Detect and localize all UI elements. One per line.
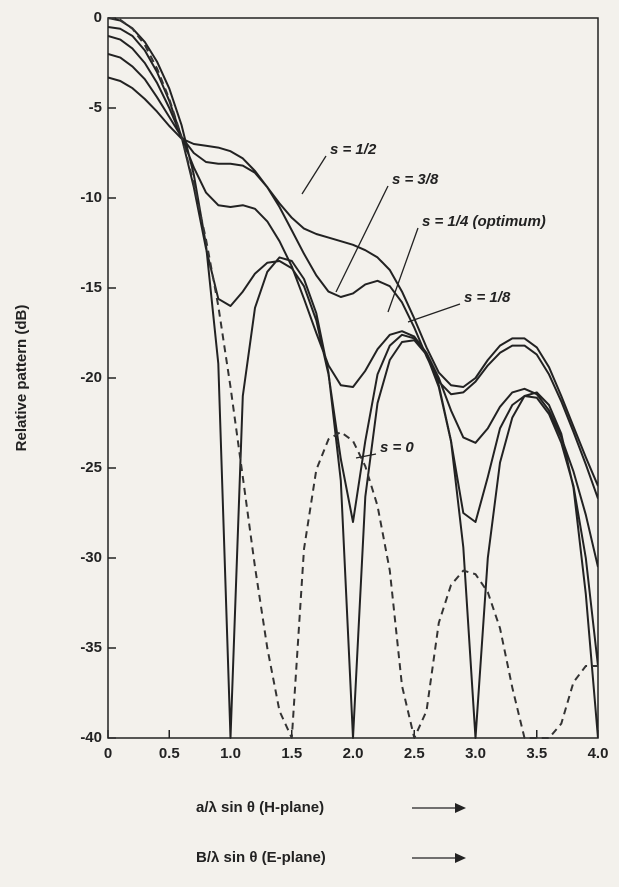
x-tick-label: 0 — [104, 745, 112, 762]
y-tick-label: -40 — [80, 729, 102, 746]
series-label: s = 1/8 — [464, 289, 511, 306]
y-axis-label: Relative pattern (dB) — [13, 305, 30, 452]
x-axis-label: B/λ sin θ (E-plane) — [196, 849, 326, 866]
series-line — [108, 17, 598, 739]
y-tick-label: -30 — [80, 549, 102, 566]
series-label: s = 0 — [380, 439, 414, 456]
series-line — [108, 76, 598, 487]
y-tick-label: -25 — [80, 459, 102, 476]
series-line — [108, 53, 598, 499]
arrows — [412, 803, 466, 863]
y-tick-label: -10 — [80, 189, 102, 206]
x-tick-label: 4.0 — [588, 745, 609, 762]
label-leader — [355, 453, 377, 459]
x-tick-label: 1.0 — [220, 745, 241, 762]
x-tick-label: 0.5 — [159, 745, 180, 762]
x-tick-label: 1.5 — [281, 745, 302, 762]
y-tick-label: -15 — [80, 279, 102, 296]
y-tick-label: -5 — [89, 99, 102, 116]
label-leader — [387, 227, 419, 313]
series-label: s = 3/8 — [392, 171, 439, 188]
x-axis-label: a/λ sin θ (H-plane) — [196, 799, 324, 816]
label-leader — [301, 155, 327, 195]
series-label: s = 1/4 (optimum) — [422, 213, 546, 230]
series-label: s = 1/2 — [330, 141, 377, 158]
x-tick-label: 2.0 — [343, 745, 364, 762]
series-line — [108, 35, 598, 568]
y-tick-label: 0 — [94, 9, 102, 26]
x-tick-label: 3.5 — [526, 745, 547, 762]
label-leader — [335, 185, 389, 293]
label-leader — [407, 303, 461, 323]
y-tick-label: -20 — [80, 369, 102, 386]
x-tick-label: 3.0 — [465, 745, 486, 762]
x-tick-label: 2.5 — [404, 745, 425, 762]
y-tick-label: -35 — [80, 639, 102, 656]
